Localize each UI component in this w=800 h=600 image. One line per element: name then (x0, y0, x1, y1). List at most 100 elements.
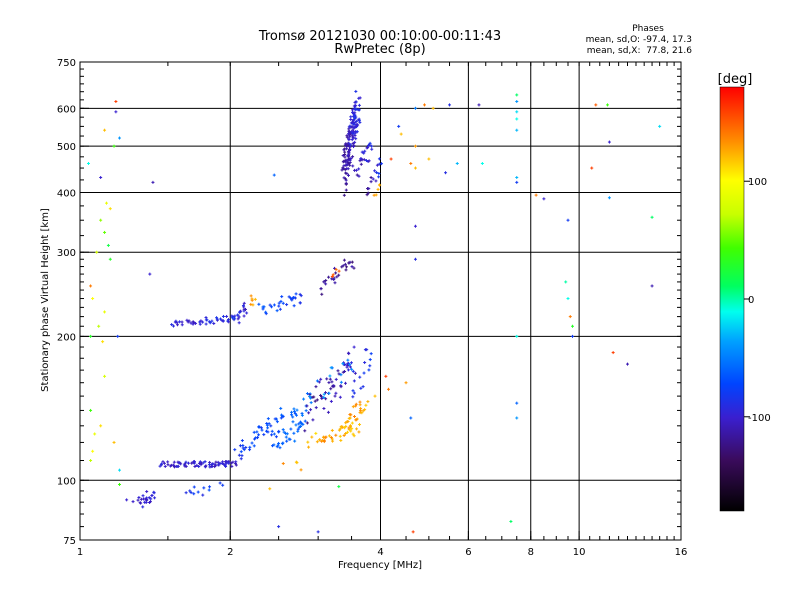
data-point (218, 461, 222, 465)
data-point (290, 410, 294, 414)
data-point (354, 418, 358, 422)
data-point (189, 321, 193, 325)
data-point (357, 174, 361, 178)
data-point (411, 530, 415, 534)
data-point (270, 305, 274, 309)
colorbar-tick-label: 100 (748, 177, 767, 188)
data-point (202, 486, 206, 490)
data-point (346, 157, 350, 161)
data-point (359, 407, 363, 411)
data-point (345, 163, 349, 167)
data-point (336, 369, 340, 373)
data-point (337, 273, 341, 277)
data-point (287, 437, 291, 441)
data-point (351, 405, 355, 409)
data-point (377, 171, 381, 175)
data-point (625, 362, 629, 366)
data-point (116, 334, 120, 338)
data-point (346, 358, 350, 362)
data-point (352, 414, 356, 418)
data-point (285, 439, 289, 443)
data-point (363, 408, 367, 412)
data-point (221, 319, 225, 323)
data-point (363, 149, 367, 153)
data-point (103, 128, 107, 132)
data-point (345, 365, 349, 369)
data-point (341, 362, 345, 366)
data-point (364, 159, 368, 163)
data-point (334, 433, 338, 437)
data-point (352, 434, 356, 438)
data-point (152, 491, 156, 495)
data-point (295, 413, 299, 417)
data-point (262, 433, 266, 437)
data-point (339, 380, 343, 384)
data-point (354, 137, 358, 141)
data-point (351, 125, 355, 129)
data-point (237, 453, 241, 457)
data-point (251, 303, 255, 307)
data-point (172, 460, 176, 464)
data-point (112, 144, 116, 148)
data-point (305, 404, 309, 408)
data-point (285, 432, 289, 436)
data-point (346, 167, 350, 171)
data-point (351, 131, 355, 135)
data-point (448, 103, 452, 107)
data-point (257, 302, 261, 306)
data-point (358, 403, 362, 407)
data-point (354, 119, 358, 123)
data-point (176, 460, 180, 464)
data-point (198, 322, 202, 326)
y-tick-label: 750 (57, 58, 76, 69)
data-point (153, 496, 157, 500)
data-point (255, 430, 259, 434)
data-point (97, 324, 101, 328)
data-point (650, 215, 654, 219)
data-point (350, 134, 354, 138)
data-point (227, 461, 231, 465)
data-point (343, 155, 347, 159)
x-tick-label: 10 (573, 547, 586, 558)
data-point (363, 348, 367, 352)
data-point (204, 322, 208, 326)
data-point (293, 412, 297, 416)
data-point (349, 156, 353, 160)
data-point (344, 177, 348, 181)
chart-title: Tromsø 20121030 00:10:00-00:11:43 (258, 29, 501, 44)
data-point (264, 310, 268, 314)
data-point (237, 315, 241, 319)
data-point (277, 301, 281, 305)
data-point (360, 150, 364, 154)
x-axis-ticks: 1 2 4 6 8 10 16 (77, 62, 687, 558)
data-point (238, 310, 242, 314)
data-point (349, 115, 353, 119)
data-point (327, 275, 331, 279)
data-point (357, 167, 361, 171)
data-point (281, 441, 285, 445)
colorbar-tick-label: 0 (748, 295, 754, 306)
data-point (347, 352, 351, 356)
data-point (384, 374, 388, 378)
data-point (253, 297, 257, 301)
data-point (193, 464, 197, 468)
data-point (480, 161, 484, 165)
data-point (292, 410, 296, 414)
data-point (265, 423, 269, 427)
data-point (351, 136, 355, 140)
x-tick-label: 1 (77, 547, 83, 558)
data-point (354, 100, 358, 104)
data-point (358, 400, 362, 404)
data-point (252, 430, 256, 434)
data-point (322, 392, 326, 396)
data-point (378, 183, 382, 187)
data-point (342, 193, 346, 197)
data-point (175, 321, 179, 325)
data-point (197, 464, 201, 468)
data-point (355, 173, 359, 177)
data-point (315, 398, 319, 402)
data-point (138, 501, 142, 505)
data-point (352, 391, 356, 395)
data-point (338, 395, 342, 399)
data-point (87, 161, 91, 165)
